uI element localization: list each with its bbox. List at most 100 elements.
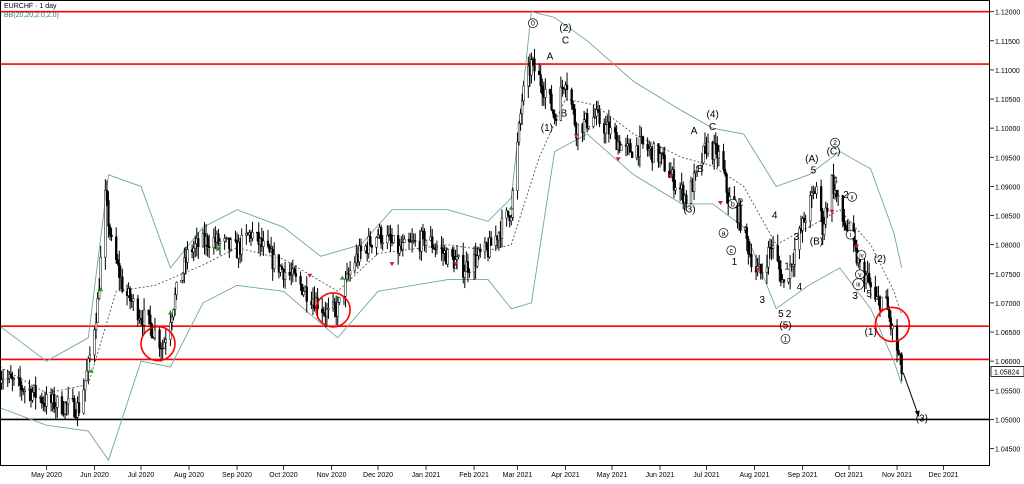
candle-body <box>273 254 276 270</box>
candle-body <box>23 389 26 392</box>
candle-body <box>587 126 590 129</box>
candle-body <box>516 141 519 191</box>
candle-body <box>494 235 497 246</box>
candle-body <box>161 347 164 350</box>
candle-body <box>520 100 524 115</box>
x-tick-label: Apr 2021 <box>551 472 580 479</box>
candle-body <box>672 169 676 191</box>
wave-label: 1 <box>842 213 848 224</box>
candle-body <box>717 151 721 159</box>
candle-body <box>875 296 879 300</box>
wave-label: (C) <box>827 146 841 157</box>
y-tick-label: 1.10000 <box>995 126 1020 133</box>
candle-body <box>565 84 569 90</box>
candle-body <box>479 248 482 253</box>
candle-body <box>163 342 166 349</box>
candle-body <box>136 298 140 321</box>
wave-label: 4 <box>797 282 803 293</box>
wave-label: (1) <box>541 123 553 134</box>
buy-arrow <box>98 287 104 292</box>
current-price-label: 1.05824 <box>994 369 1019 376</box>
wave-label: 1 <box>732 257 738 268</box>
candle-body <box>792 264 795 267</box>
x-tick-label: Sep 2020 <box>222 472 252 479</box>
candle-body <box>262 240 265 247</box>
wave-label: 3 <box>794 232 800 243</box>
wave-label-circle <box>830 137 840 148</box>
wave-label: 4 <box>772 210 778 221</box>
sell-arrow <box>307 273 313 278</box>
candle-body <box>6 378 9 380</box>
candle-body <box>194 243 197 249</box>
candle-body <box>170 316 174 323</box>
candle-body <box>18 377 22 386</box>
candle-body <box>420 230 423 252</box>
candle-body <box>880 296 883 311</box>
candle-body <box>551 109 555 114</box>
x-tick-label: Nov 2021 <box>882 472 912 479</box>
candle-body <box>723 169 727 175</box>
candle-body <box>290 274 293 276</box>
wave-label: 5 <box>778 309 784 320</box>
candle-body <box>809 195 812 222</box>
candle-body <box>212 237 215 248</box>
candle-body <box>819 186 823 212</box>
candle-body <box>338 297 341 303</box>
wave-label: 1 <box>784 262 790 273</box>
candle-body <box>288 271 291 276</box>
y-tick-label: 1.06500 <box>995 330 1020 337</box>
candle-body <box>517 122 521 143</box>
candle-body <box>750 253 753 268</box>
wave-label-circle <box>718 228 729 238</box>
candle-body <box>432 247 435 250</box>
candle-body <box>54 407 57 409</box>
plot-frame <box>0 0 990 466</box>
candle-body <box>99 256 102 291</box>
y-tick-label: 1.11500 <box>995 39 1020 46</box>
candle-body <box>613 127 617 133</box>
wave-label: 0 <box>531 21 535 28</box>
sell-arrow <box>829 209 835 214</box>
candle-body <box>810 192 813 196</box>
candle-body <box>897 350 900 355</box>
candle-body <box>570 89 573 105</box>
candle-body <box>889 317 892 330</box>
candle-body <box>572 104 575 110</box>
candle-body <box>397 235 400 254</box>
candle-body <box>104 189 107 258</box>
candle-body <box>519 113 522 124</box>
candle-body <box>544 89 547 98</box>
candle-body <box>713 142 716 160</box>
candle-body <box>593 115 597 118</box>
wave-label: C <box>709 122 716 133</box>
candle-body <box>510 217 513 222</box>
x-tick-label: Feb 2021 <box>459 472 489 479</box>
wave-label: a <box>722 230 726 237</box>
candle-body <box>714 142 717 146</box>
candle-body <box>682 184 685 204</box>
candle-body <box>333 301 336 307</box>
candle-body <box>823 223 826 236</box>
candle-body <box>1 378 5 381</box>
candle-body <box>844 225 848 230</box>
candle-body <box>164 339 167 343</box>
candle-body <box>325 308 329 317</box>
buy-arrow <box>508 205 514 210</box>
wave-label: (2) <box>874 254 886 265</box>
x-tick-label: Nov 2020 <box>317 472 347 479</box>
candle-body <box>60 396 64 414</box>
candle-body <box>835 190 838 197</box>
y-tick-label: 1.09500 <box>995 155 1020 162</box>
candle-body <box>793 249 796 265</box>
y-tick-label: 1.08500 <box>995 214 1020 221</box>
wave-label: (A) <box>805 154 818 165</box>
candle-body <box>841 195 844 222</box>
projection-arrow-head <box>914 410 920 417</box>
candle-body <box>423 231 426 246</box>
candle-body <box>821 210 824 236</box>
wave-label: 5 <box>866 289 872 300</box>
candle-body <box>550 93 553 111</box>
candle-body <box>739 205 742 231</box>
sell-arrow <box>452 262 458 267</box>
